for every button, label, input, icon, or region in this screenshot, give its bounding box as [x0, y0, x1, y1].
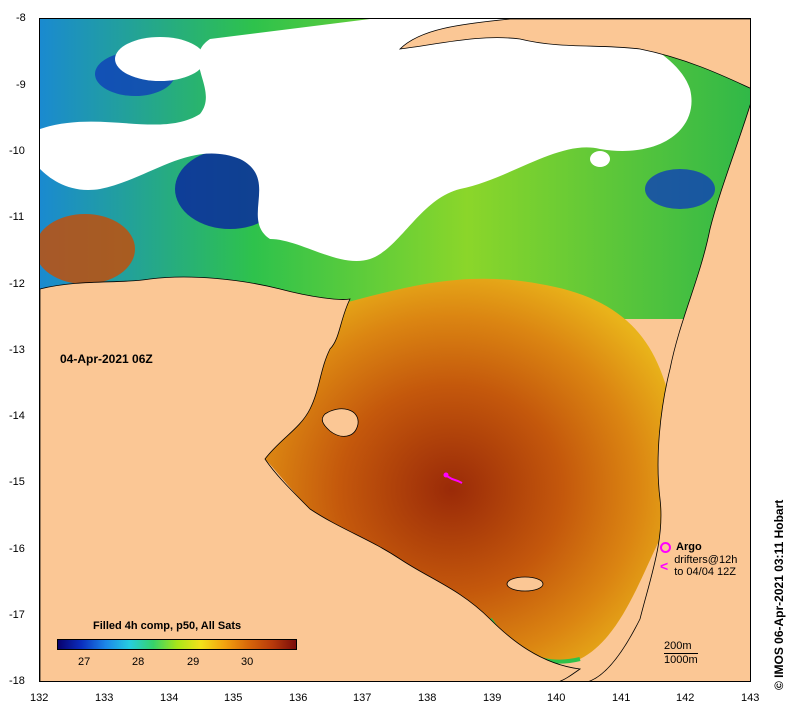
colorbar-gradient	[57, 639, 297, 650]
lat-tick-label: -13	[9, 344, 25, 356]
legend-argo: Argo	[660, 541, 737, 553]
lon-tick-label: 143	[741, 692, 760, 704]
colorbar-tick: 30	[241, 656, 254, 668]
date-label: 04-Apr-2021 06Z	[60, 352, 153, 366]
drifter-arrow-icon: <	[660, 558, 669, 574]
colorbar-title: Filled 4h comp, p50, All Sats	[93, 620, 242, 632]
credit-text: © IMOS 06-Apr-2021 03:11 Hobart	[772, 499, 786, 690]
legend-argo-label: Argo	[676, 541, 702, 553]
lon-tick-label: 134	[160, 692, 179, 704]
gulf-sst	[265, 278, 679, 662]
depth-200m: 200m	[664, 640, 692, 652]
depth-contour-legend: 200m 1000m	[664, 640, 698, 667]
lat-tick-label: -15	[9, 476, 25, 488]
lat-tick-label: -16	[9, 543, 25, 555]
lon-tick-label: 140	[547, 692, 566, 704]
cloud-mask	[115, 37, 205, 81]
lon-tick-label: 141	[612, 692, 631, 704]
lon-tick-label: 139	[483, 692, 502, 704]
land-cape-york	[588, 104, 750, 681]
lon-tick-label: 133	[95, 692, 114, 704]
land-groote	[321, 408, 359, 437]
land-png	[398, 19, 750, 89]
lat-tick-label: -12	[9, 278, 25, 290]
lat-tick-label: -11	[9, 211, 25, 223]
lat-tick-label: -17	[9, 609, 25, 621]
lat-tick-label: -18	[9, 675, 25, 687]
cloud-mask	[590, 151, 610, 167]
legend-drifters: < drifters@12h to 04/04 12Z	[660, 554, 737, 578]
legend-drifters-line2: to 04/04 12Z	[674, 566, 736, 578]
map-frame	[39, 18, 751, 682]
lat-tick-label: -8	[16, 12, 26, 24]
lon-tick-label: 137	[353, 692, 372, 704]
lat-tick-label: -10	[9, 145, 25, 157]
lon-tick-label: 136	[289, 692, 308, 704]
lat-tick-label: -14	[9, 410, 25, 422]
land-mornington	[506, 576, 544, 592]
colorbar-tick: 29	[187, 656, 200, 668]
lon-tick-label: 142	[676, 692, 695, 704]
sst-map	[40, 19, 750, 681]
drifter-track	[443, 472, 463, 484]
lon-tick-label: 135	[224, 692, 243, 704]
lon-tick-label: 132	[30, 692, 49, 704]
colorbar-tick: 28	[132, 656, 145, 668]
legend: Argo < drifters@12h to 04/04 12Z	[660, 541, 737, 578]
cold-patch	[645, 169, 715, 209]
land-nt	[40, 276, 582, 681]
depth-1000m: 1000m	[664, 653, 698, 666]
legend-drifters-line1: drifters@12h	[674, 554, 738, 566]
lat-tick-label: -9	[16, 79, 26, 91]
lon-tick-label: 138	[418, 692, 437, 704]
cloud-mask	[40, 19, 692, 262]
cloud-mask	[412, 153, 428, 165]
argo-marker-icon	[660, 541, 671, 553]
warm-patch	[40, 214, 135, 284]
colorbar-tick: 27	[78, 656, 91, 668]
